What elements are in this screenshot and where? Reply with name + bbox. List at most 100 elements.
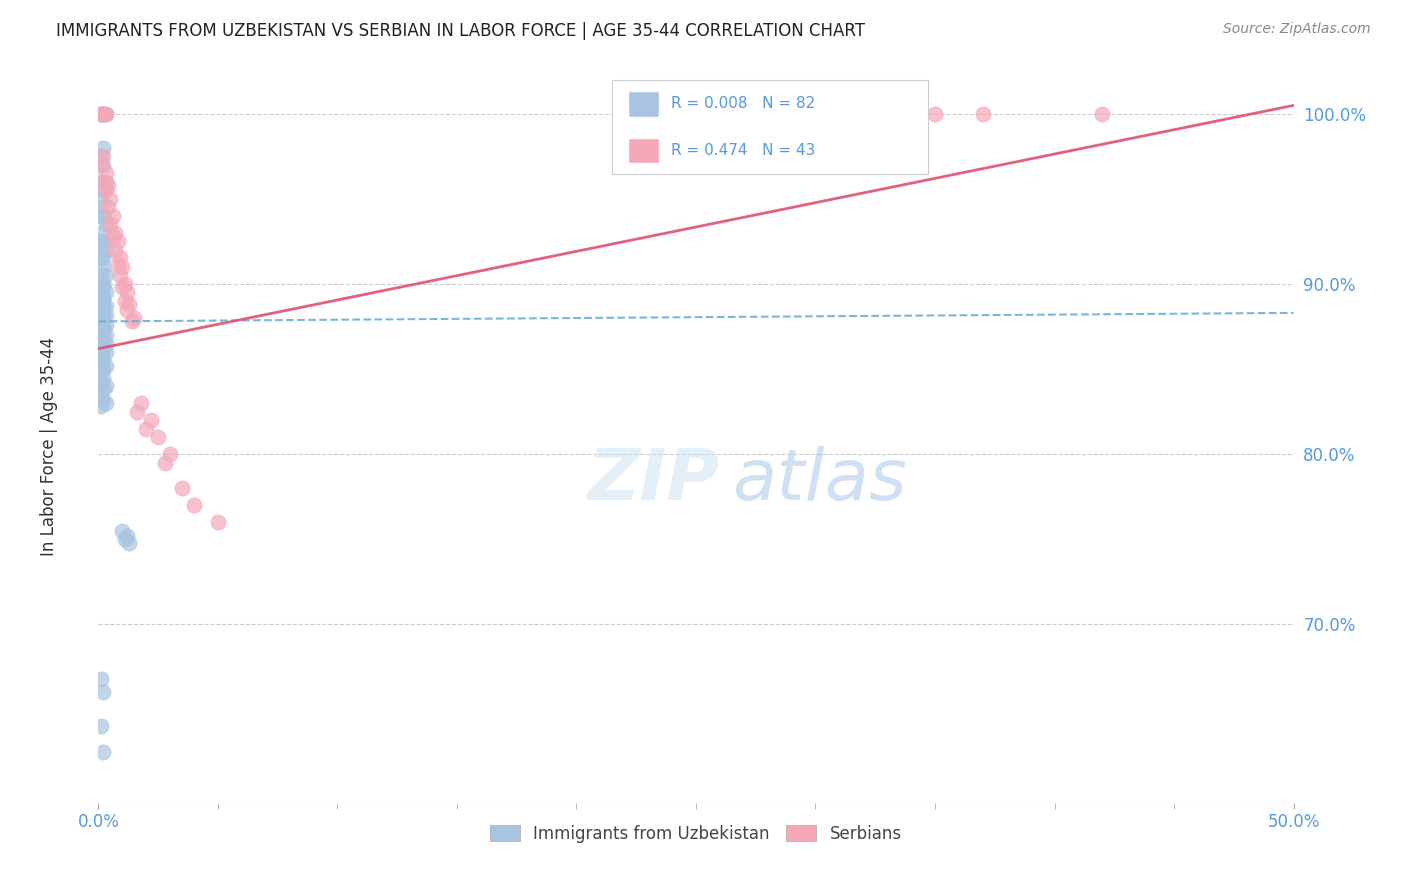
Point bbox=[159, 447, 181, 461]
Point bbox=[115, 302, 138, 317]
Point bbox=[90, 192, 112, 206]
Point bbox=[90, 719, 112, 733]
Point bbox=[94, 318, 117, 332]
Point bbox=[91, 392, 114, 407]
Point bbox=[94, 107, 117, 121]
Point bbox=[207, 515, 229, 529]
Point bbox=[94, 336, 117, 351]
Point bbox=[91, 277, 114, 291]
Point bbox=[131, 396, 153, 410]
Text: ZIP: ZIP bbox=[588, 447, 720, 516]
Point bbox=[90, 366, 112, 380]
Point bbox=[91, 107, 114, 121]
Point bbox=[155, 456, 177, 470]
Point bbox=[90, 175, 112, 189]
Point bbox=[94, 379, 117, 393]
Point bbox=[94, 243, 117, 257]
Point bbox=[111, 524, 134, 538]
Point bbox=[90, 338, 112, 352]
Point bbox=[1091, 107, 1114, 121]
Point bbox=[91, 107, 114, 121]
Point bbox=[90, 321, 112, 335]
Point bbox=[90, 107, 112, 121]
Point bbox=[90, 348, 112, 362]
Point bbox=[94, 285, 117, 300]
Point bbox=[91, 306, 114, 320]
Point bbox=[94, 218, 117, 232]
Point bbox=[98, 192, 122, 206]
Text: Source: ZipAtlas.com: Source: ZipAtlas.com bbox=[1223, 22, 1371, 37]
Point bbox=[90, 235, 112, 249]
Point bbox=[91, 351, 114, 366]
Point bbox=[94, 175, 117, 189]
Point bbox=[94, 359, 117, 373]
Point bbox=[91, 149, 114, 163]
Text: atlas: atlas bbox=[733, 447, 907, 516]
Text: In Labor Force | Age 35-44: In Labor Force | Age 35-44 bbox=[41, 336, 58, 556]
Point bbox=[125, 404, 148, 418]
Point bbox=[101, 229, 124, 244]
Point bbox=[91, 260, 114, 274]
Point bbox=[91, 342, 114, 356]
Point bbox=[90, 107, 112, 121]
Point bbox=[90, 297, 112, 311]
Point bbox=[98, 218, 122, 232]
Point bbox=[115, 529, 138, 543]
Point bbox=[139, 413, 162, 427]
Point bbox=[94, 107, 117, 121]
Point bbox=[91, 293, 114, 308]
Legend: Immigrants from Uzbekistan, Serbians: Immigrants from Uzbekistan, Serbians bbox=[484, 818, 908, 849]
Point bbox=[114, 293, 136, 308]
Point bbox=[121, 314, 143, 328]
Point bbox=[97, 201, 120, 215]
Point bbox=[91, 299, 114, 313]
Point bbox=[91, 370, 114, 384]
Point bbox=[108, 250, 131, 264]
Point bbox=[118, 535, 141, 549]
Point bbox=[91, 318, 114, 332]
Point bbox=[90, 268, 112, 283]
Point bbox=[91, 383, 114, 397]
Point bbox=[90, 331, 112, 345]
Point bbox=[94, 299, 117, 313]
Point bbox=[94, 308, 117, 322]
Point bbox=[91, 319, 114, 334]
Point bbox=[111, 260, 134, 274]
Point bbox=[91, 333, 114, 347]
Point bbox=[90, 319, 112, 334]
Point bbox=[108, 268, 131, 283]
Point bbox=[94, 396, 117, 410]
Point bbox=[91, 158, 114, 172]
Point bbox=[114, 532, 136, 546]
Point bbox=[135, 421, 157, 435]
Point bbox=[91, 312, 114, 326]
Text: R = 0.474   N = 43: R = 0.474 N = 43 bbox=[671, 143, 815, 158]
Point bbox=[91, 226, 114, 240]
Point bbox=[90, 376, 112, 390]
Point bbox=[91, 252, 114, 266]
Point bbox=[972, 107, 994, 121]
Point bbox=[101, 209, 124, 223]
Point bbox=[90, 107, 112, 121]
Point bbox=[90, 293, 112, 308]
Point bbox=[90, 252, 112, 266]
Point bbox=[90, 158, 112, 172]
Point bbox=[90, 672, 112, 686]
Point bbox=[90, 400, 112, 414]
Point bbox=[107, 235, 129, 249]
Point bbox=[94, 328, 117, 343]
Point bbox=[91, 280, 114, 294]
Point bbox=[94, 183, 117, 197]
Point bbox=[172, 481, 194, 495]
Point bbox=[90, 355, 112, 369]
Point bbox=[104, 243, 127, 257]
Point bbox=[94, 345, 117, 359]
Point bbox=[91, 175, 114, 189]
Point bbox=[90, 149, 112, 163]
Point bbox=[91, 745, 114, 759]
Point bbox=[90, 277, 112, 291]
Point bbox=[91, 685, 114, 699]
Point bbox=[91, 311, 114, 326]
Point bbox=[104, 226, 127, 240]
Point bbox=[91, 323, 114, 337]
